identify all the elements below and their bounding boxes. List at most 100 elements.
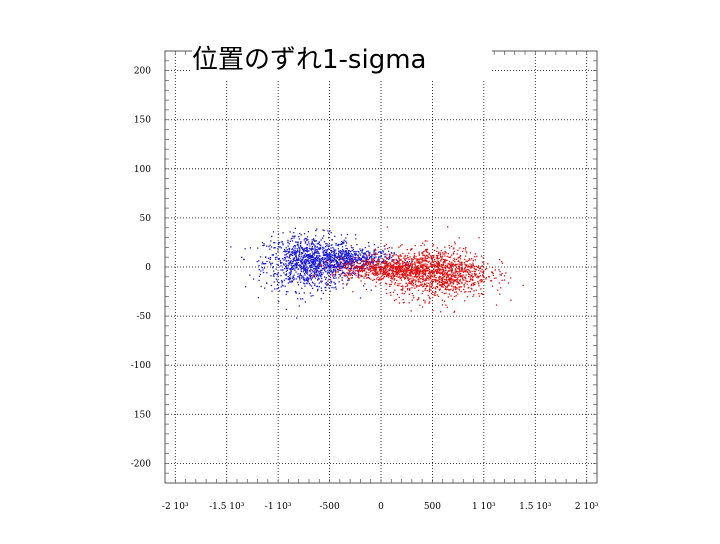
red-point <box>386 275 388 277</box>
red-point <box>438 257 440 259</box>
red-point <box>408 258 410 261</box>
red-point <box>350 266 352 268</box>
red-point <box>461 264 463 266</box>
blue-point <box>302 298 304 300</box>
red-point <box>435 254 438 257</box>
blue-point <box>318 261 320 263</box>
red-point <box>445 266 447 269</box>
red-point <box>428 257 430 259</box>
red-point <box>419 271 421 274</box>
blue-point <box>303 267 305 269</box>
red-point <box>421 252 423 254</box>
red-point <box>429 281 431 284</box>
blue-point <box>289 279 291 281</box>
blue-point <box>331 244 333 246</box>
red-point <box>441 291 443 294</box>
blue-point <box>320 239 322 241</box>
red-point <box>468 265 470 268</box>
blue-point <box>323 265 325 267</box>
blue-point <box>272 267 274 269</box>
red-point <box>383 270 385 272</box>
blue-point <box>312 260 315 262</box>
blue-point <box>305 263 307 266</box>
red-point <box>413 272 415 274</box>
red-point <box>461 261 463 263</box>
red-point <box>397 276 400 278</box>
blue-point <box>322 292 324 295</box>
red-point <box>388 256 390 258</box>
red-point <box>358 266 361 268</box>
blue-point <box>362 249 364 251</box>
red-point <box>473 265 476 268</box>
blue-point <box>324 286 326 288</box>
blue-point <box>306 259 308 261</box>
red-point <box>383 273 385 275</box>
red-point <box>402 302 405 304</box>
blue-point <box>333 270 335 272</box>
blue-point <box>307 269 309 271</box>
red-point <box>416 285 418 287</box>
blue-point <box>315 268 317 270</box>
red-point <box>424 273 426 275</box>
blue-point <box>318 241 321 243</box>
red-point <box>406 268 408 271</box>
red-point <box>411 276 413 278</box>
red-point <box>429 284 431 286</box>
blue-point <box>293 264 295 267</box>
red-point <box>376 273 379 275</box>
blue-point <box>270 240 272 242</box>
blue-point <box>299 277 301 279</box>
red-point <box>402 252 404 255</box>
blue-point <box>354 268 356 270</box>
red-point <box>461 281 463 284</box>
blue-point <box>345 268 348 270</box>
blue-point <box>361 268 364 270</box>
red-point <box>401 272 403 275</box>
red-point <box>498 269 500 271</box>
red-point <box>485 268 488 270</box>
red-point <box>398 263 401 265</box>
blue-point <box>317 251 319 253</box>
red-point <box>432 272 434 274</box>
blue-point <box>303 265 305 268</box>
blue-point <box>259 256 262 258</box>
red-point <box>402 261 404 263</box>
red-point <box>455 268 457 271</box>
red-point <box>421 267 424 269</box>
red-point <box>393 263 395 266</box>
blue-point <box>330 281 333 283</box>
red-point <box>452 252 455 254</box>
blue-point <box>327 253 329 255</box>
red-point <box>457 260 460 262</box>
blue-point <box>313 265 315 267</box>
red-point <box>427 294 429 297</box>
red-point <box>440 269 443 271</box>
red-point <box>354 273 356 276</box>
blue-point <box>355 259 357 261</box>
blue-point <box>299 243 302 245</box>
red-point <box>492 272 494 275</box>
red-point <box>468 291 470 293</box>
blue-point <box>285 266 287 268</box>
red-point <box>413 279 415 281</box>
red-point <box>468 269 470 271</box>
blue-point <box>377 260 379 262</box>
blue-point <box>328 275 330 277</box>
blue-point <box>299 245 301 247</box>
red-point <box>485 278 487 280</box>
red-point <box>418 258 420 260</box>
red-point <box>359 270 362 272</box>
red-point <box>362 269 364 272</box>
blue-point <box>345 240 347 242</box>
red-point <box>433 271 435 273</box>
red-point <box>500 260 503 263</box>
red-point <box>405 262 407 264</box>
red-point <box>375 272 378 274</box>
red-point <box>455 287 457 289</box>
blue-point <box>373 250 375 252</box>
red-point <box>455 270 457 272</box>
blue-point <box>300 234 302 236</box>
blue-point <box>297 268 299 270</box>
blue-point <box>316 266 318 268</box>
red-point <box>396 268 398 270</box>
